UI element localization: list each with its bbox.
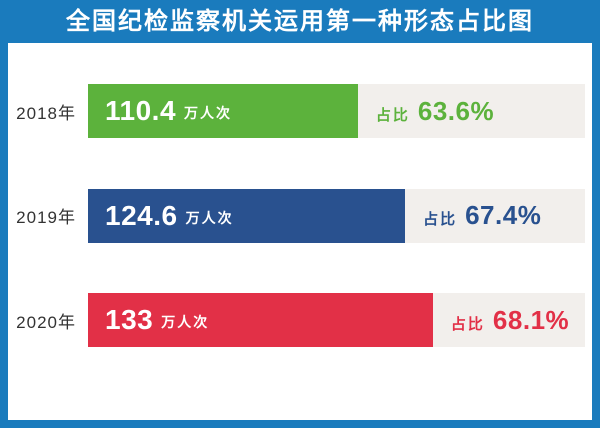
- title-bar: 全国纪检监察机关运用第一种形态占比图: [0, 0, 600, 43]
- bar-fill: 110.4 万人次: [88, 84, 358, 138]
- year-label: 2019年: [16, 208, 76, 227]
- year-label: 2018年: [16, 103, 76, 123]
- bar-value-label: 133: [105, 304, 154, 335]
- ratio-label: 占比 63.6%: [376, 96, 494, 127]
- ratio-prefix-label: 占比: [450, 315, 485, 333]
- bar-track: 124.6 万人次 占比 67.4%: [88, 188, 585, 243]
- bar-unit-label: 万人次: [185, 209, 234, 226]
- bar-fill: 133 万人次: [88, 293, 433, 347]
- bar-value-label: 124.6: [105, 199, 178, 231]
- ratio-label: 占比 68.1%: [451, 305, 569, 336]
- chart-title: 全国纪检监察机关运用第一种形态占比图: [66, 8, 534, 35]
- chart-panel: 2018年 110.4 万人次 占比 63.6% 2019年 124.6 万人次…: [8, 43, 592, 420]
- bar-unit-label: 万人次: [184, 105, 233, 121]
- chart-row: 2020年 133 万人次 占比 68.1%: [8, 293, 592, 347]
- bar-value-label: 110.4: [105, 95, 177, 126]
- bar-track: 133 万人次 占比 68.1%: [88, 293, 585, 347]
- bar-unit-label: 万人次: [161, 314, 210, 330]
- year-label: 2020年: [16, 312, 76, 332]
- ratio-prefix-label: 占比: [375, 106, 410, 124]
- ratio-value-label: 63.6%: [417, 95, 495, 126]
- ratio-prefix-label: 占比: [423, 211, 458, 228]
- ratio-label: 占比 67.4%: [423, 200, 541, 231]
- chart-row: 2019年 124.6 万人次 占比 67.4%: [8, 188, 592, 243]
- bar-track: 110.4 万人次 占比 63.6%: [88, 84, 585, 138]
- chart-row: 2018年 110.4 万人次 占比 63.6%: [8, 84, 592, 138]
- ratio-value-label: 67.4%: [465, 200, 542, 230]
- bar-fill: 124.6 万人次: [88, 188, 406, 243]
- ratio-value-label: 68.1%: [492, 304, 570, 335]
